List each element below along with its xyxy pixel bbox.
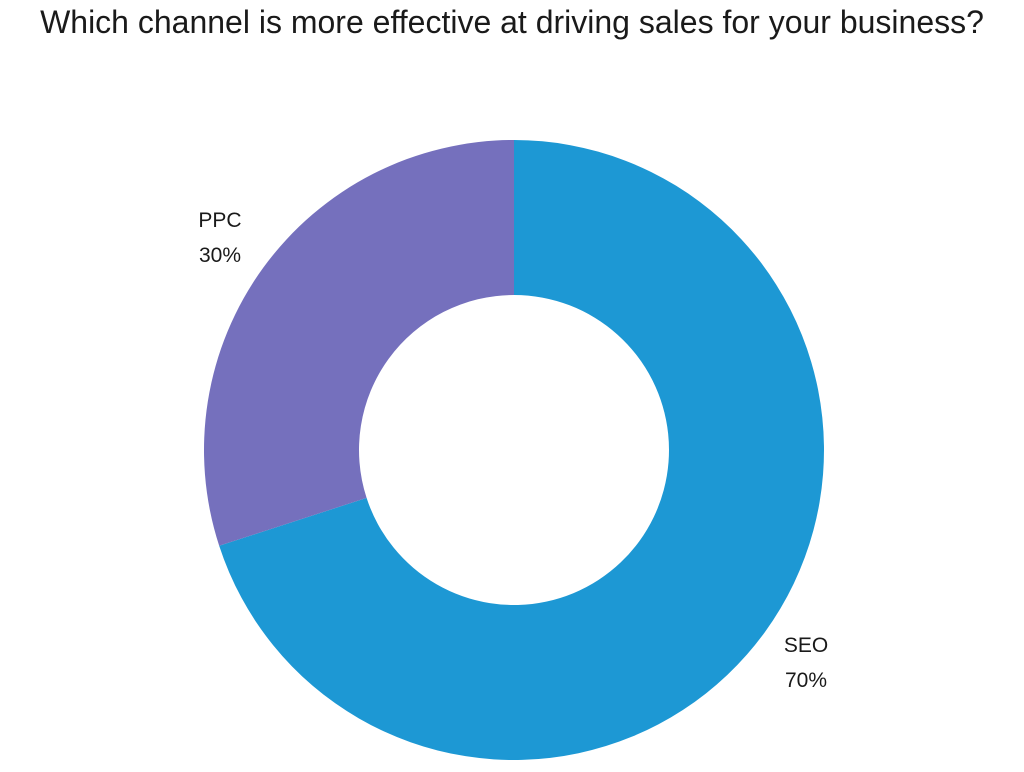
labels-group: SEO 70% PPC 30% bbox=[198, 209, 828, 692]
slice-label-ppc: PPC bbox=[198, 209, 241, 232]
slice-seo bbox=[219, 140, 824, 760]
slices-group bbox=[203, 140, 824, 760]
chart-title: Which channel is more effective at drivi… bbox=[40, 4, 984, 40]
slice-label-seo: SEO bbox=[784, 634, 828, 657]
slice-value-ppc: 30% bbox=[199, 244, 241, 267]
slice-value-seo: 70% bbox=[785, 669, 827, 692]
slice-ppc bbox=[203, 140, 514, 546]
